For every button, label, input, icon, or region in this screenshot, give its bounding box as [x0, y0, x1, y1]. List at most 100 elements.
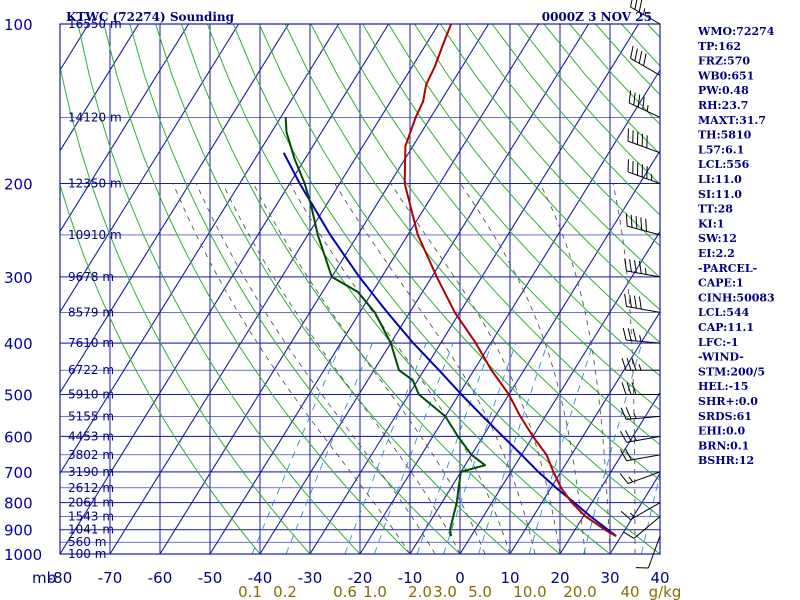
mixing-ratio-label: 2.0: [408, 583, 432, 600]
temp-tick-label: -10: [398, 569, 423, 587]
station-title: KTWC (72274) Sounding: [66, 10, 235, 24]
index-entry: PW:0.48: [698, 84, 749, 97]
mixing-ratio-label: g/kg: [649, 583, 682, 600]
temp-tick-label: -20: [348, 569, 373, 587]
mixing-ratio-label: 5.0: [468, 583, 492, 600]
index-entry: CAP:11.1: [698, 321, 754, 334]
wind-barb: [620, 430, 661, 443]
dry-adiabat-line: [414, 24, 660, 311]
index-entry: TT:28: [698, 203, 733, 216]
temp-tick-label: -80: [48, 569, 73, 587]
pressure-label: 500: [4, 386, 33, 404]
height-label: 8579 m: [68, 305, 114, 319]
index-entry: CAPE:1: [698, 277, 744, 290]
temp-tick-label: 20: [550, 569, 569, 587]
dry-adiabat-line: [258, 24, 660, 518]
temp-tick-label: 10: [500, 569, 519, 587]
wind-barb: [620, 407, 661, 420]
temp-tick-label: 40: [650, 569, 669, 587]
wind-barb: [628, 90, 661, 118]
index-entry: FRZ:570: [698, 55, 750, 68]
wind-barb: [624, 293, 661, 313]
height-label: 2061 m: [68, 496, 114, 510]
dry-adiabat-line: [181, 24, 561, 554]
isotherm-line: [459, 230, 660, 554]
temperature-trace: [403, 24, 617, 537]
index-entry: TH:5810: [698, 129, 752, 142]
index-entry: TP:162: [698, 40, 741, 53]
index-entry: EI:2.2: [698, 247, 735, 260]
temp-tick-label: 30: [600, 569, 619, 587]
index-entry: WB0:651: [697, 69, 754, 82]
isotherm-line: [559, 391, 660, 554]
isotherm-line: [359, 69, 660, 554]
dry-adiabat-line: [206, 24, 611, 554]
dry-adiabat-line: [388, 24, 660, 344]
height-label: 5155 m: [68, 409, 114, 423]
isotherm-line: [159, 24, 490, 554]
index-entry: L57:6.1: [698, 143, 744, 156]
height-label: 3802 m: [68, 448, 114, 462]
mixing-ratio-line: [416, 342, 493, 554]
isotherm-line: [309, 24, 640, 554]
height-label: 100 m: [68, 547, 106, 561]
wind-barb: [620, 448, 661, 462]
index-entry: LCL:556: [698, 158, 750, 171]
height-label: 560 m: [68, 535, 106, 549]
wind-barb: [630, 45, 661, 76]
dry-adiabat-line: [129, 24, 461, 554]
isotherm-line: [209, 24, 540, 554]
dry-adiabat-line: [155, 24, 511, 554]
height-label: 10910 m: [68, 228, 122, 242]
pressure-label: 300: [4, 269, 33, 287]
index-entry: LI:11.0: [698, 173, 742, 186]
mixing-ratio-line: [373, 342, 454, 554]
parcel-trace: [282, 152, 617, 537]
isotherm-line: [509, 311, 660, 554]
dewpoint-trace: [284, 117, 486, 537]
mixing-ratio-line: [344, 342, 427, 554]
pressure-label: 100: [4, 16, 33, 34]
height-label: 2612 m: [68, 481, 114, 495]
isotherm-line: [109, 24, 440, 554]
isotherm-line: [60, 24, 140, 152]
index-entry: MAXT:31.7: [698, 114, 766, 127]
pressure-label: 400: [4, 335, 33, 353]
wind-barb: [622, 327, 661, 344]
wind-barb: [635, 535, 661, 569]
moist-adiabat-line: [334, 183, 536, 554]
dry-adiabat-line: [439, 24, 660, 279]
mb-axis-label: mb: [32, 569, 56, 587]
pressure-label: 800: [4, 495, 33, 513]
index-entry: BRN:0.1: [698, 439, 749, 452]
wind-barb: [627, 128, 661, 154]
dry-adiabat-line: [336, 24, 660, 411]
pressure-label: 200: [4, 176, 33, 194]
temp-tick-label: -40: [248, 569, 273, 587]
moist-adiabat-line: [612, 183, 636, 554]
height-label: 14120 m: [68, 110, 122, 124]
index-entry: -WIND-: [698, 351, 744, 364]
pressure-label: 700: [4, 464, 33, 482]
wind-barb: [627, 159, 661, 185]
pressure-label: 1000: [4, 546, 42, 564]
height-label: 6722 m: [68, 363, 114, 377]
temp-tick-label: 0: [455, 569, 465, 587]
index-entry: CINH:50083: [698, 291, 775, 304]
dry-adiabat-line: [60, 63, 311, 554]
dry-adiabat-line: [310, 24, 660, 446]
moist-adiabat-line: [195, 183, 436, 554]
isotherm-line: [60, 24, 340, 475]
temp-tick-label: -50: [198, 569, 223, 587]
index-entry: SI:11.0: [698, 188, 742, 201]
dry-adiabat-line: [232, 24, 660, 554]
index-entry: KI:1: [698, 217, 724, 230]
index-entry: LCL:544: [698, 306, 750, 319]
wind-barb: [624, 258, 661, 278]
mixing-ratio-line: [285, 342, 373, 554]
isotherm-line: [409, 149, 660, 554]
pressure-label: 600: [4, 428, 33, 446]
height-label: 3190 m: [68, 465, 114, 479]
plot-frame: [59, 23, 661, 555]
